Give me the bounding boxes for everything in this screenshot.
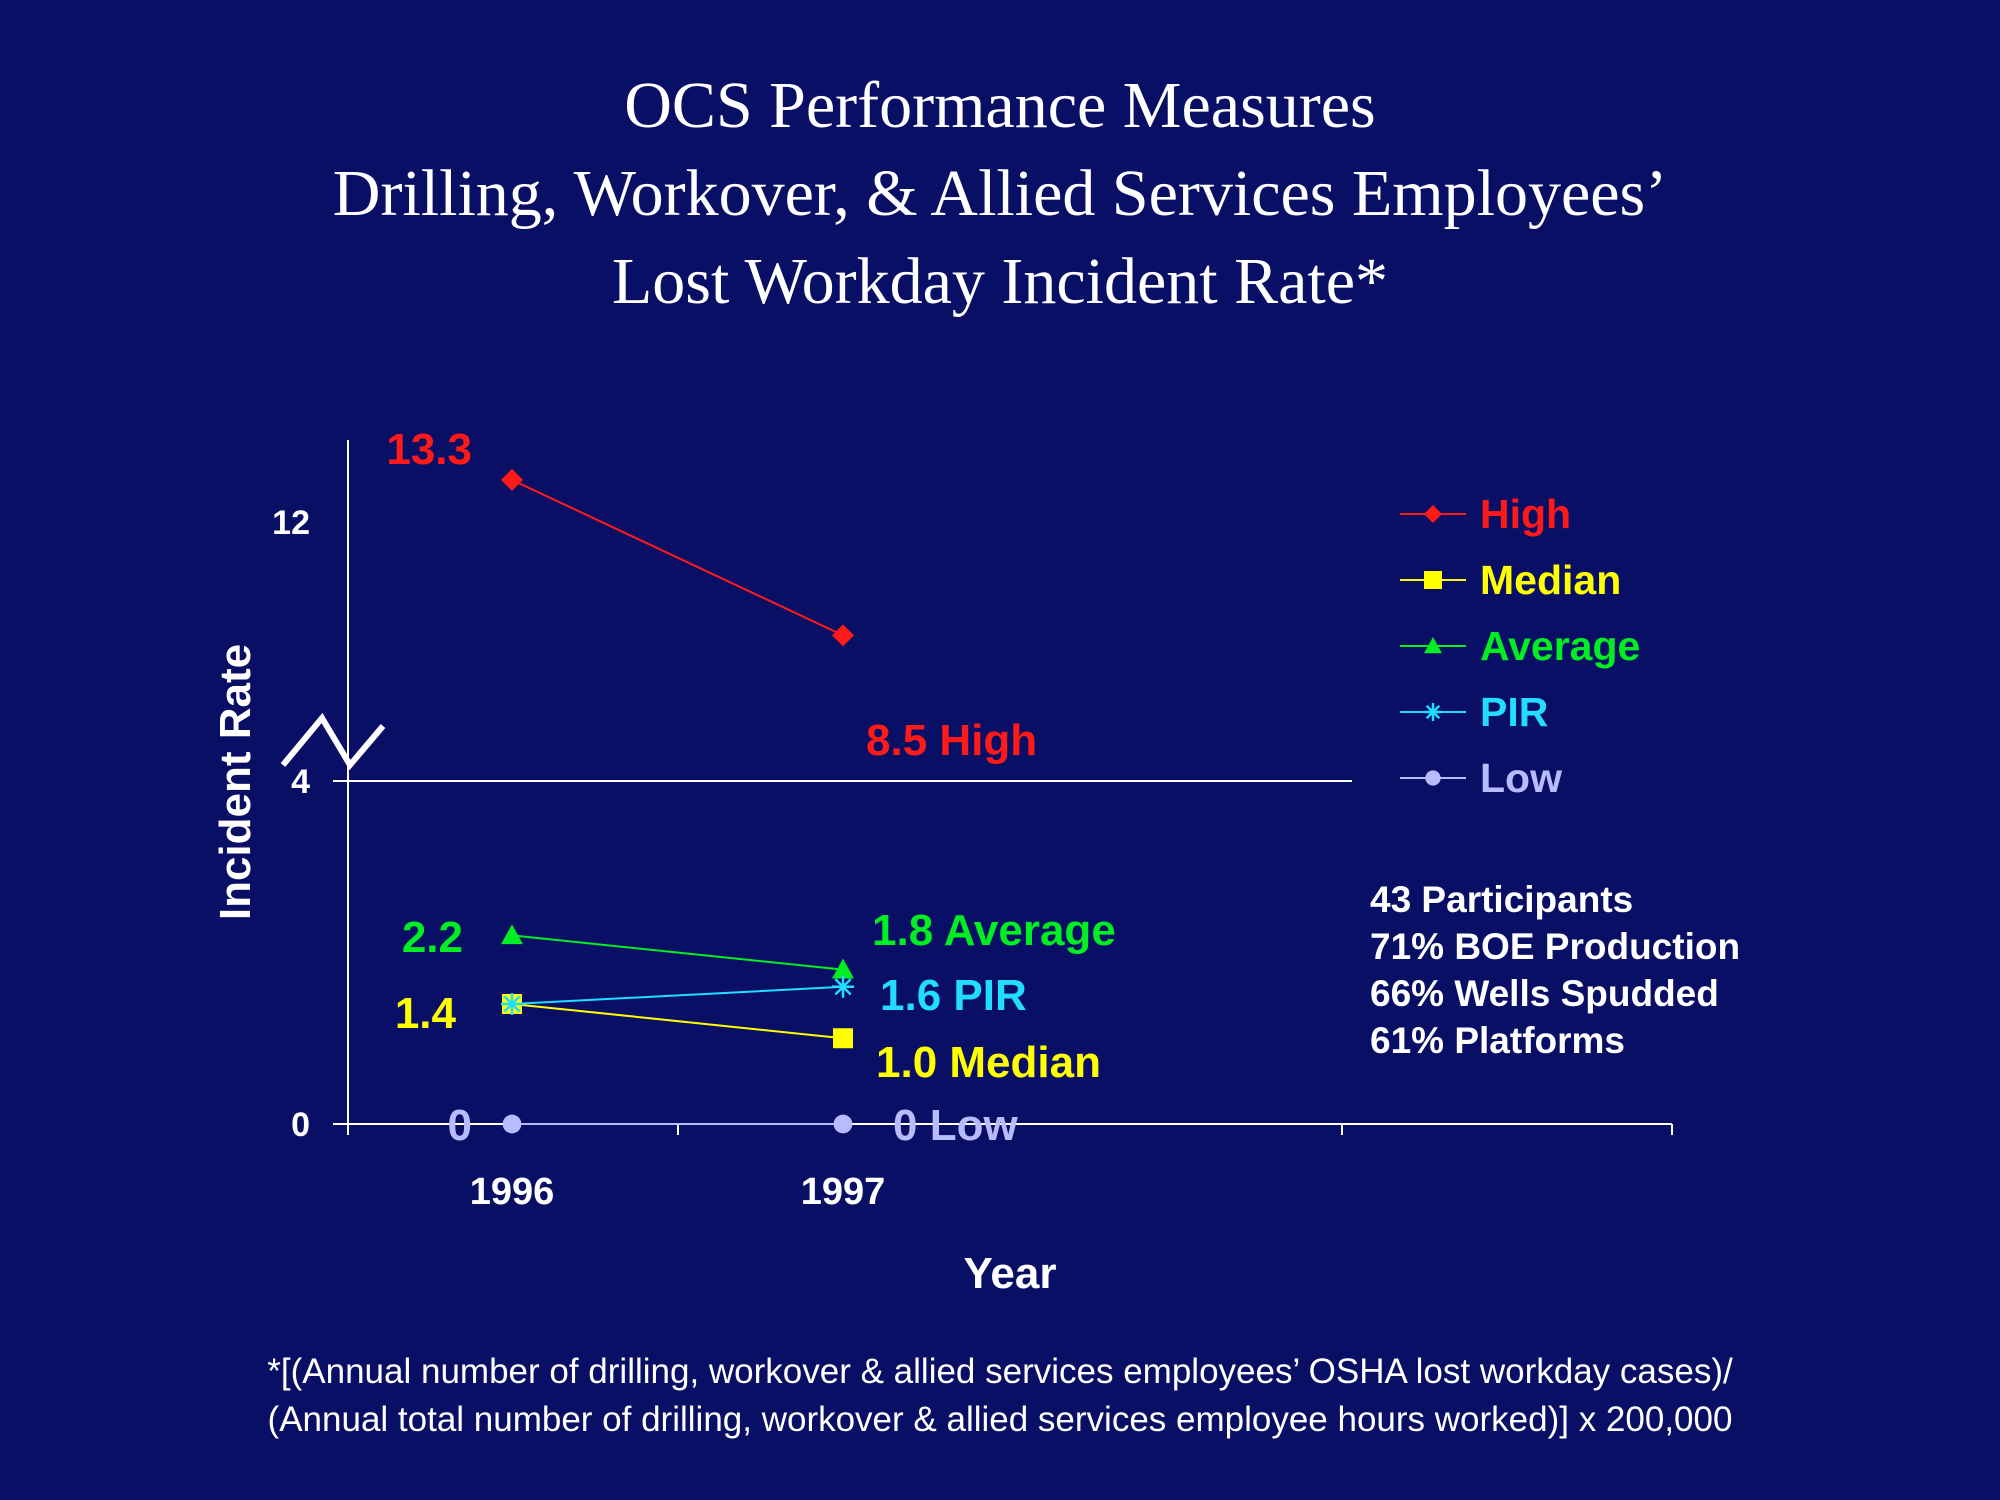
- participation-info: 43 Participants 71% BOE Production 66% W…: [1370, 876, 1740, 1064]
- data-label-pir: 1.6 PIR: [880, 971, 1027, 1020]
- data-point-low: [833, 1114, 853, 1134]
- series-line-high: [511, 479, 844, 637]
- x-tick-label: 1997: [801, 1171, 886, 1213]
- data-label-average: 2.2: [402, 913, 463, 962]
- data-point-average: [501, 924, 523, 945]
- axis-break-icon: [280, 712, 386, 771]
- data-label-low: 0: [448, 1101, 472, 1150]
- footnote-line-2: (Annual total number of drilling, workov…: [267, 1400, 1733, 1439]
- series-line-average: [511, 934, 844, 971]
- legend-marker-high: [1424, 505, 1442, 523]
- x-axis-title: Year: [964, 1249, 1057, 1298]
- title-line-3: Lost Workday Incident Rate*: [611, 245, 1389, 318]
- info-line-participants: 43 Participants: [1370, 879, 1634, 920]
- data-label-high: 13.3: [386, 425, 472, 474]
- legend-marker-low: [1425, 770, 1441, 786]
- data-point-low: [502, 1114, 522, 1134]
- legend-label-median: Median: [1480, 557, 1621, 603]
- y-tick-label: 0: [291, 1106, 310, 1144]
- data-label-median: 1.0 Median: [876, 1038, 1101, 1087]
- legend-marker-pir: [1424, 703, 1442, 721]
- y-tick-label: 4: [291, 763, 310, 801]
- x-tick-label: 1996: [470, 1171, 555, 1213]
- title-line-2: Drilling, Workover, & Allied Services Em…: [332, 157, 1668, 230]
- data-point-average: [832, 958, 854, 979]
- data-point-high: [501, 468, 523, 491]
- chart-title: OCS Performance Measures Drilling, Worko…: [0, 62, 2000, 326]
- data-point-high: [832, 624, 854, 647]
- legend-marker-average: [1424, 637, 1442, 654]
- data-label-high: 8.5 High: [866, 716, 1037, 765]
- legend-label-high: High: [1480, 491, 1571, 537]
- data-point-pir: [501, 992, 523, 1015]
- y-axis-title: Incident Rate: [211, 644, 260, 920]
- data-point-pir: [832, 975, 854, 998]
- series-line-pir: [511, 985, 844, 1005]
- info-line-boe: 71% BOE Production: [1370, 926, 1741, 967]
- legend-label-pir: PIR: [1480, 689, 1548, 735]
- y-tick-label: 12: [272, 504, 310, 542]
- footnote: *[(Annual number of drilling, workover &…: [0, 1348, 2000, 1444]
- legend-label-average: Average: [1480, 623, 1640, 669]
- data-label-average: 1.8 Average: [872, 906, 1116, 955]
- data-label-low: 0 Low: [893, 1101, 1018, 1150]
- legend-label-low: Low: [1480, 755, 1562, 801]
- data-label-median: 1.4: [395, 989, 457, 1038]
- info-line-wells: 66% Wells Spudded: [1370, 973, 1719, 1014]
- footnote-line-1: *[(Annual number of drilling, workover &…: [267, 1352, 1733, 1391]
- series-line-median: [511, 1002, 844, 1040]
- info-line-platforms: 61% Platforms: [1370, 1020, 1625, 1061]
- legend-marker-median: [1424, 571, 1442, 589]
- title-line-1: OCS Performance Measures: [624, 69, 1376, 142]
- data-point-median: [833, 1028, 853, 1049]
